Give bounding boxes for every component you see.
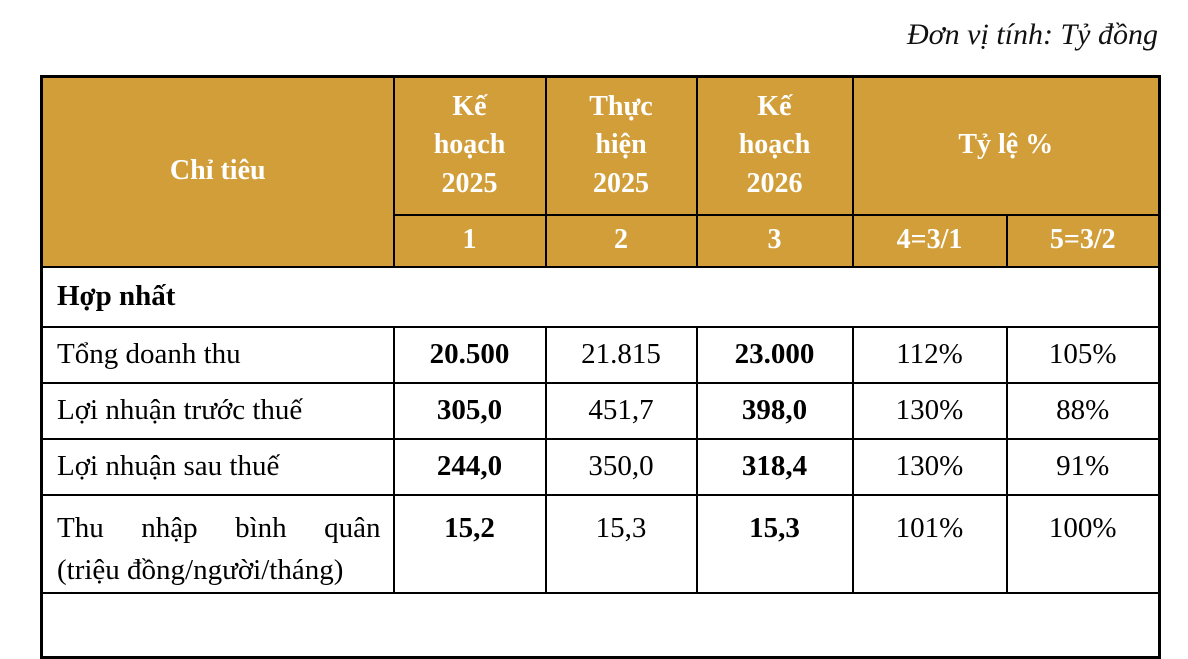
financial-report-table: Chỉ tiêu Kế hoạch 2025 Thực hiện 2025 Kế… — [40, 75, 1162, 659]
cell-actual-2025: 15,3 — [544, 493, 698, 595]
table-row-tong-doanh-thu: Tổng doanh thu 20.500 21.815 23.000 112%… — [40, 325, 1161, 384]
cell-actual-2025: 451,7 — [544, 381, 698, 440]
col-index-2: 2 — [544, 213, 698, 268]
col-header-ke-hoach-2025: Kế hoạch 2025 — [392, 75, 547, 216]
table-row-loi-nhuan-truoc-thue: Lợi nhuận trước thuế 305,0 451,7 398,0 1… — [40, 381, 1161, 440]
row-label-line-2: (triệu đồng/người/tháng) — [57, 554, 344, 587]
cell-ratio-5-2: 91% — [1005, 437, 1161, 496]
col-header-ke-hoach-2026: Kế hoạch 2026 — [695, 75, 854, 216]
cell-plan-2026: 318,4 — [695, 437, 854, 496]
col-header-chi-tieu: Chỉ tiêu — [40, 75, 395, 268]
row-label-line-1: Thu nhập bình quân — [57, 511, 381, 544]
row-label: Lợi nhuận trước thuế — [40, 381, 395, 440]
cell-plan-2025: 244,0 — [392, 437, 547, 496]
cell-actual-2025: 350,0 — [544, 437, 698, 496]
next-section-cell — [40, 592, 1161, 658]
cell-ratio-4-1: 130% — [851, 381, 1008, 440]
cell-plan-2026: 398,0 — [695, 381, 854, 440]
section-title: Hợp nhất — [40, 265, 1161, 328]
cell-plan-2026: 15,3 — [695, 493, 854, 595]
unit-note: Đơn vị tính: Tỷ đồng — [907, 18, 1158, 51]
table-row-thu-nhap-binh-quan: Thu nhập bình quân (triệu đồng/người/thá… — [40, 493, 1161, 595]
table-body: Hợp nhất Tổng doanh thu 20.500 21.815 23… — [40, 265, 1161, 658]
row-label: Thu nhập bình quân (triệu đồng/người/thá… — [40, 493, 395, 595]
cell-plan-2025: 15,2 — [392, 493, 547, 595]
cell-plan-2025: 20.500 — [392, 325, 547, 384]
cell-ratio-4-1: 130% — [851, 437, 1008, 496]
table-row-loi-nhuan-sau-thue: Lợi nhuận sau thuế 244,0 350,0 318,4 130… — [40, 437, 1161, 496]
cell-ratio-5-2: 88% — [1005, 381, 1161, 440]
cell-plan-2026: 23.000 — [695, 325, 854, 384]
col-index-1: 1 — [392, 213, 547, 268]
col-index-5-3-2: 5=3/2 — [1005, 213, 1161, 268]
cell-ratio-4-1: 101% — [851, 493, 1008, 595]
cell-actual-2025: 21.815 — [544, 325, 698, 384]
section-row-hop-nhat: Hợp nhất — [40, 265, 1161, 328]
row-label: Lợi nhuận sau thuế — [40, 437, 395, 496]
document-page: { "unit_note": "Đơn vị tính: Tỷ đồng", "… — [40, 18, 1162, 659]
cell-plan-2025: 305,0 — [392, 381, 547, 440]
cell-ratio-5-2: 100% — [1005, 493, 1161, 595]
col-header-thuc-hien-2025: Thực hiện 2025 — [544, 75, 698, 216]
table-header: Chỉ tiêu Kế hoạch 2025 Thực hiện 2025 Kế… — [40, 75, 1161, 268]
row-label: Tổng doanh thu — [40, 325, 395, 384]
cell-ratio-4-1: 112% — [851, 325, 1008, 384]
cell-ratio-5-2: 105% — [1005, 325, 1161, 384]
col-index-3: 3 — [695, 213, 854, 268]
col-header-ty-le: Tỷ lệ % — [851, 75, 1161, 216]
next-section-row-cut-off — [40, 592, 1161, 658]
col-index-4-3-1: 4=3/1 — [851, 213, 1008, 268]
